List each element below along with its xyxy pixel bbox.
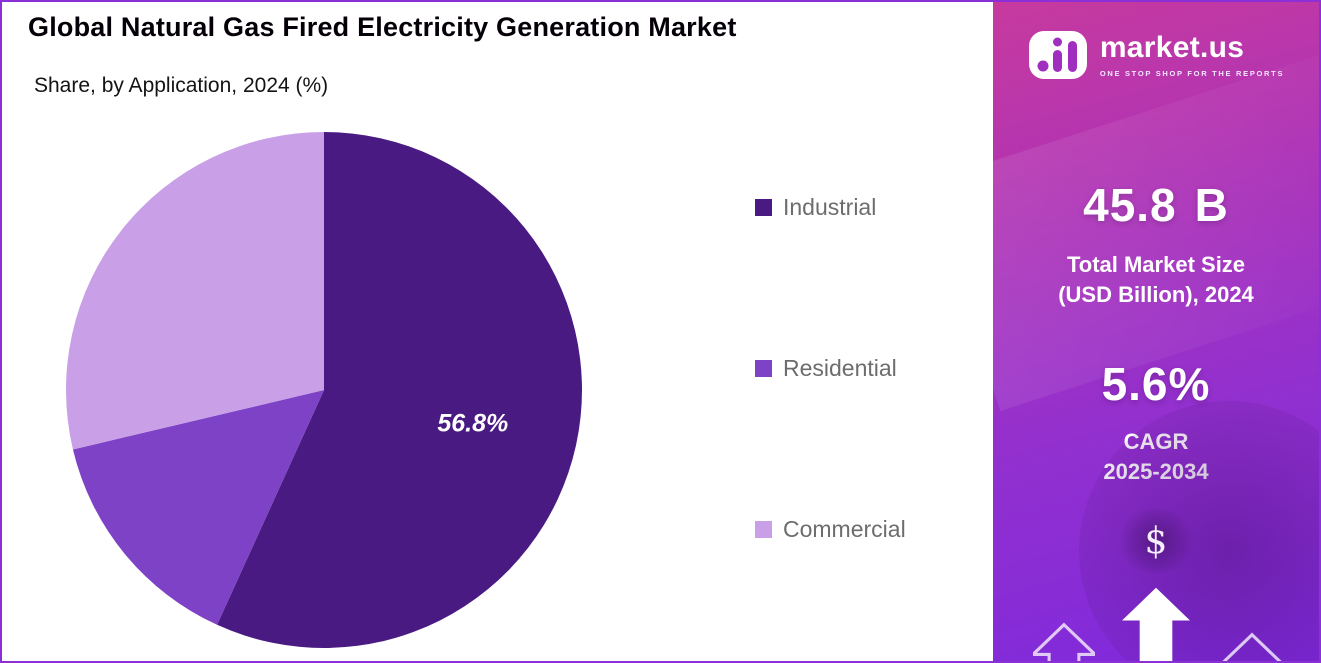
cagr-label: CAGR 2025-2034 <box>993 427 1319 486</box>
chart-subtitle: Share, by Application, 2024 (%) <box>34 74 329 97</box>
legend-item-residential: Residential <box>755 355 906 382</box>
pie-data-label-industrial: 56.8% <box>437 409 508 437</box>
brand-logo: market.us ONE STOP SHOP FOR THE REPORTS <box>993 28 1319 82</box>
chart-area: Global Natural Gas Fired Electricity Gen… <box>2 2 990 661</box>
brand-name: market.us <box>1099 30 1245 64</box>
market-size-label-line2: (USD Billion), 2024 <box>1058 281 1254 307</box>
chart-title: Global Natural Gas Fired Electricity Gen… <box>28 12 737 42</box>
pie-slice-residential <box>72 390 324 625</box>
market-size-unit: B <box>1194 179 1229 231</box>
brand-logo-icon <box>1028 31 1087 79</box>
cagr-value: 5.6% <box>993 357 1319 411</box>
market-size-value: 45.8 B <box>993 178 1319 232</box>
up-arrow-solid-center-icon <box>1122 577 1190 661</box>
legend-swatch-industrial <box>755 199 772 216</box>
legend-swatch-commercial <box>755 521 772 538</box>
market-size-label-line1: Total Market Size <box>1066 252 1246 277</box>
legend-label-commercial: Commercial <box>783 516 906 542</box>
market-size-number: 45.8 <box>1083 179 1177 231</box>
cagr-label-line2: 2025-2034 <box>1103 459 1209 485</box>
legend-label-residential: Residential <box>783 355 897 381</box>
market-size-label: Total Market Size (USD Billion), 2024 <box>993 250 1319 309</box>
pie-slice-commercial <box>65 132 324 450</box>
up-arrow-outline-right-icon <box>1221 627 1283 661</box>
currency-decoration: $ <box>993 509 1319 574</box>
legend-label-industrial: Industrial <box>783 194 877 220</box>
legend: Industrial Residential Commercial <box>755 194 906 543</box>
coin-shadow <box>1114 509 1198 574</box>
pie-chart-svg: 56.8% <box>65 132 582 648</box>
dollar-icon: $ <box>1144 520 1168 562</box>
up-arrow-outline-left-icon <box>1033 617 1095 661</box>
brand-tagline: ONE STOP SHOP FOR THE REPORTS <box>1099 68 1285 78</box>
pie-chart: 56.8% <box>62 128 586 652</box>
pie-slice-industrial <box>217 132 582 648</box>
legend-item-commercial: Commercial <box>755 516 906 543</box>
promo-panel: market.us ONE STOP SHOP FOR THE REPORTS … <box>990 2 1319 661</box>
brand-text-block: market.us ONE STOP SHOP FOR THE REPORTS <box>1099 30 1285 78</box>
legend-item-industrial: Industrial <box>755 194 906 221</box>
cagr-number: 5.6% <box>1101 358 1211 411</box>
cagr-label-line1: CAGR <box>1123 429 1189 455</box>
legend-swatch-residential <box>755 360 772 377</box>
